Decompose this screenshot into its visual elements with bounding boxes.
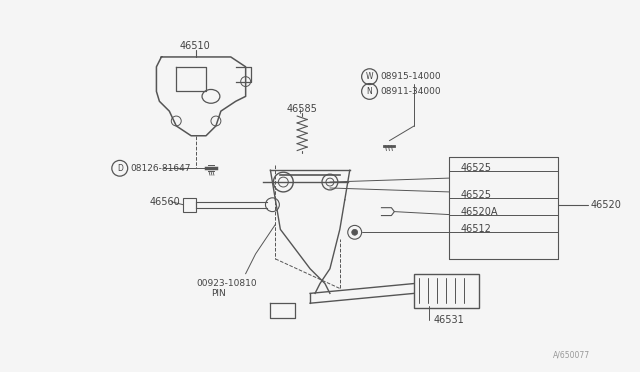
Text: A/650077: A/650077 <box>553 351 590 360</box>
Text: 46531: 46531 <box>434 315 465 325</box>
Circle shape <box>352 230 358 235</box>
Bar <box>414 274 479 308</box>
Text: W: W <box>366 72 373 81</box>
Text: 46525: 46525 <box>461 190 492 200</box>
Text: N: N <box>367 87 372 96</box>
Text: 46512: 46512 <box>461 224 492 234</box>
Text: 46520: 46520 <box>591 200 621 210</box>
Text: 46560: 46560 <box>150 197 180 207</box>
Text: PIN: PIN <box>211 289 226 298</box>
Text: 46525: 46525 <box>461 163 492 173</box>
Text: 08915-14000: 08915-14000 <box>380 72 441 81</box>
Text: 46510: 46510 <box>179 41 210 51</box>
Text: D: D <box>117 164 123 173</box>
Text: 00923-10810: 00923-10810 <box>196 279 257 288</box>
Text: 46585: 46585 <box>286 104 317 114</box>
Text: 08126-81647: 08126-81647 <box>131 164 191 173</box>
Bar <box>183 198 196 212</box>
Text: 46520A: 46520A <box>461 206 499 217</box>
Text: 08911-34000: 08911-34000 <box>380 87 441 96</box>
